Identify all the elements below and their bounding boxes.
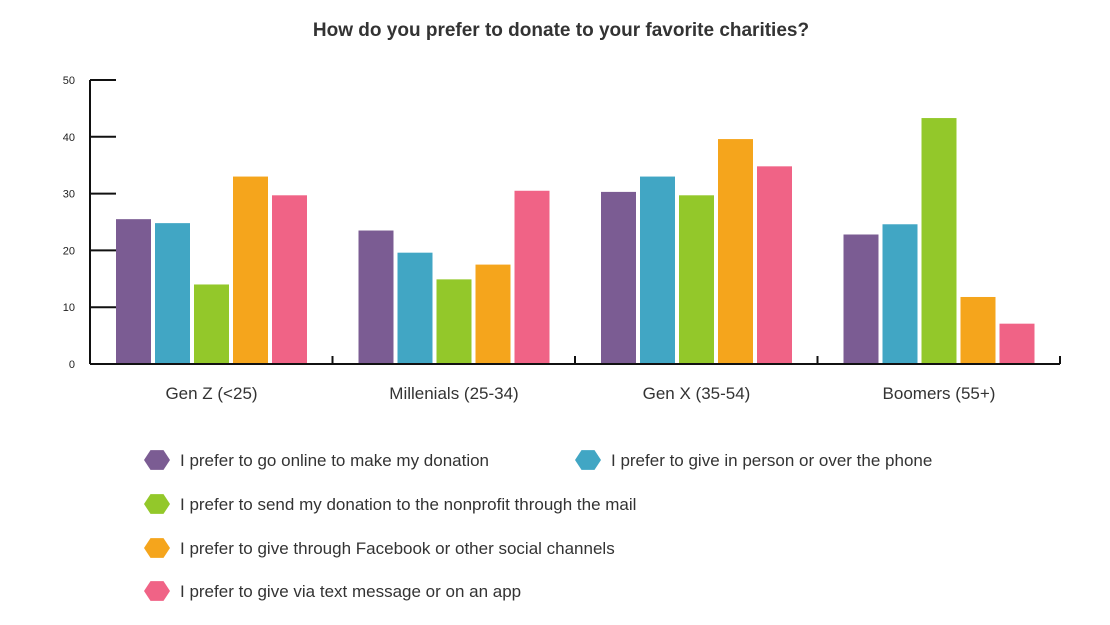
legend-swatch [144,494,170,514]
chart-title: How do you prefer to donate to your favo… [313,20,809,41]
bar [475,264,511,364]
x-category-label: Gen X (35-54) [643,384,751,403]
y-tick-label: 0 [69,359,75,371]
bar [921,118,957,364]
x-category-label: Gen Z (<25) [165,384,257,403]
y-tick-label: 10 [63,302,75,314]
bar [640,176,675,364]
bar [679,195,714,364]
legend-item: I prefer to go online to make my donatio… [144,450,489,470]
legend-label: I prefer to send my donation to the nonp… [180,495,636,514]
legend-item: I prefer to give via text message or on … [144,581,521,601]
bar [233,176,268,364]
bar [960,296,996,364]
bar [194,284,229,364]
y-tick-label: 40 [63,132,75,144]
x-category-label: Millenials (25-34) [389,384,518,403]
y-axis-ticks: 0 10 20 30 40 50 [63,75,116,371]
bar [999,323,1035,364]
bar [397,252,433,364]
bar [882,224,918,364]
bar [436,279,472,364]
legend-swatch [144,450,170,470]
bar [358,230,394,364]
legend-label: I prefer to give via text message or on … [180,582,521,601]
y-tick-label: 30 [63,189,75,201]
bar [116,219,151,364]
bar [514,190,550,364]
axes [89,80,1061,365]
bar [843,234,879,364]
legend-label: I prefer to give through Facebook or oth… [180,539,615,558]
bar [272,195,307,364]
x-category-label: Boomers (55+) [883,384,996,403]
bar [757,166,792,364]
bar [155,223,190,364]
legend-label: I prefer to give in person or over the p… [611,451,932,470]
legend-label: I prefer to go online to make my donatio… [180,451,489,470]
category-labels: Gen Z (<25) Millenials (25-34) Gen X (35-5… [165,384,995,403]
bars [116,118,1035,364]
legend-item: I prefer to send my donation to the nonp… [144,494,636,514]
legend-swatch [144,581,170,601]
y-tick-label: 50 [63,75,75,87]
bar [601,191,636,364]
legend-item: I prefer to give in person or over the p… [575,450,932,470]
bar [718,139,753,364]
y-tick-label: 20 [63,245,75,257]
legend-item: I prefer to give through Facebook or oth… [144,538,615,558]
legend-swatch [144,538,170,558]
legend: I prefer to go online to make my donatio… [144,450,932,601]
legend-swatch [575,450,601,470]
